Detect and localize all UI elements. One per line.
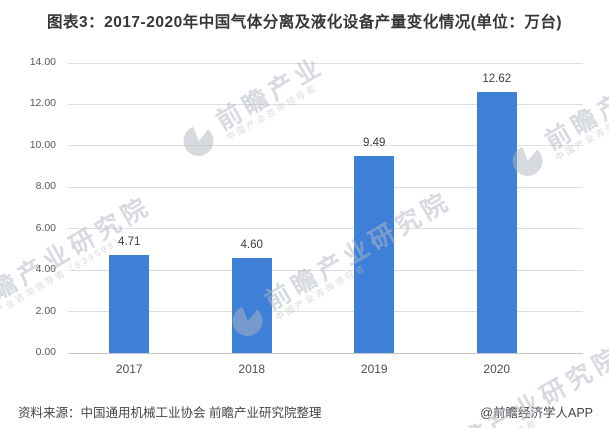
x-tick-label: 2019 [360, 362, 388, 376]
gridline [68, 269, 583, 271]
y-tick-label: 4.00 [35, 263, 56, 276]
bar-2019 [354, 156, 395, 353]
x-axis-line [68, 352, 583, 354]
y-tick-label: 12.00 [29, 97, 56, 110]
gridline [68, 311, 583, 313]
y-tick-label: 8.00 [35, 180, 56, 193]
chart-title: 图表3：2017-2020年中国气体分离及液化设备产量变化情况(单位：万台) [46, 14, 563, 31]
gridline [68, 62, 583, 64]
bar-2018 [231, 257, 272, 353]
y-tick-label: 10.00 [29, 138, 56, 151]
bar-value-label: 12.62 [482, 72, 512, 85]
x-tick-label: 2018 [238, 362, 266, 376]
footer: 资料来源：中国通用机械工业协会 前瞻产业研究院整理 @前瞻经济学人APP [0, 394, 609, 428]
gridline [68, 103, 583, 105]
bar-value-label: 4.71 [118, 236, 141, 249]
x-tick-label: 2020 [483, 362, 511, 376]
bar-2020 [476, 91, 517, 353]
bar-value-label: 9.49 [363, 137, 386, 150]
y-tick-label: 2.00 [35, 304, 56, 317]
credit-note: @前瞻经济学人APP [480, 406, 593, 420]
gridline [68, 228, 583, 230]
y-tick-label: 14.00 [29, 56, 56, 68]
gridline [68, 145, 583, 147]
source-note: 资料来源：中国通用机械工业协会 前瞻产业研究院整理 [18, 406, 322, 420]
y-tick-label: 6.00 [35, 221, 56, 234]
y-tick-label: 0.00 [35, 346, 56, 358]
x-tick-label: 2017 [115, 362, 143, 376]
bar-value-label: 4.60 [240, 238, 263, 251]
bar-2017 [109, 255, 150, 353]
gridline [68, 186, 583, 188]
